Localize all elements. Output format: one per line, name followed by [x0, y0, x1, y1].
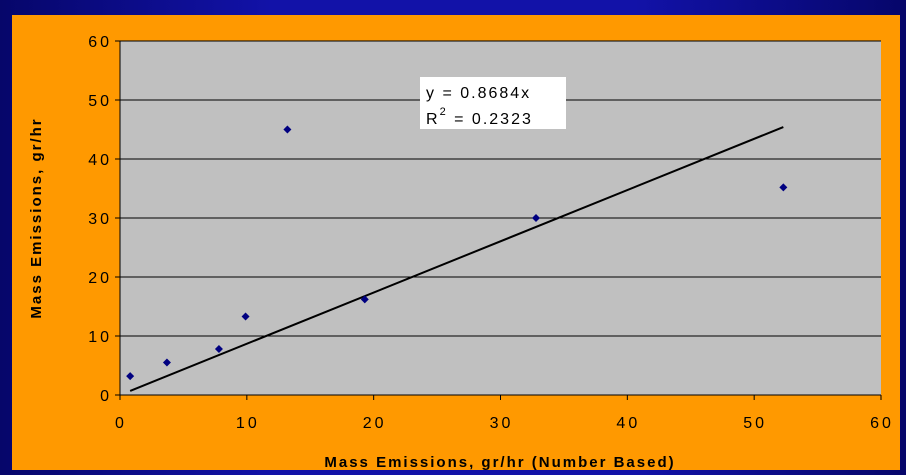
data-point-1	[126, 372, 135, 381]
r-squared-exponent: 2	[440, 106, 448, 118]
data-point-5	[283, 125, 292, 134]
x-axis-title: Mass Emissions, gr/hr (Number Based)	[324, 454, 675, 471]
y-tick-labels: 0 10 20 30 40 50 60	[88, 34, 112, 405]
data-point-7	[532, 214, 541, 222]
data-point-3	[214, 344, 223, 353]
y-tick-label-60: 60	[88, 34, 112, 51]
data-point-2	[162, 358, 171, 367]
y-tick-label-30: 30	[88, 211, 112, 228]
y-tick-label-50: 50	[88, 93, 112, 110]
x-tick-label-40: 40	[616, 415, 640, 432]
y-tick-label-20: 20	[88, 270, 112, 287]
x-tick-label-30: 30	[490, 415, 514, 432]
r-squared-symbol: R	[426, 111, 440, 128]
x-tick-label-50: 50	[743, 415, 767, 432]
y-tick-label-10: 10	[88, 329, 112, 346]
data-points	[126, 125, 788, 381]
x-tick-label-0: 0	[115, 415, 127, 432]
x-tick-label-60: 60	[870, 415, 894, 432]
x-tick-label-20: 20	[363, 415, 387, 432]
data-point-8	[779, 183, 788, 192]
trendline	[129, 126, 784, 392]
x-tick-labels: 0 10 20 30 40 50 60	[115, 415, 894, 432]
r-squared-value: = 0.2323	[448, 111, 533, 128]
x-tick-label-10: 10	[236, 415, 260, 432]
trendline-equation: y = 0.8684x	[426, 85, 531, 102]
r-squared-label: R2 = 0.2323	[426, 106, 533, 128]
y-tick-label-0: 0	[100, 388, 112, 405]
y-tick-label-40: 40	[88, 152, 112, 169]
equation-box	[420, 77, 566, 129]
y-axis-title: Mass Emissions, gr/hr	[28, 117, 45, 318]
data-point-4	[241, 312, 250, 321]
axes	[115, 40, 882, 400]
data-point-6	[360, 295, 369, 304]
